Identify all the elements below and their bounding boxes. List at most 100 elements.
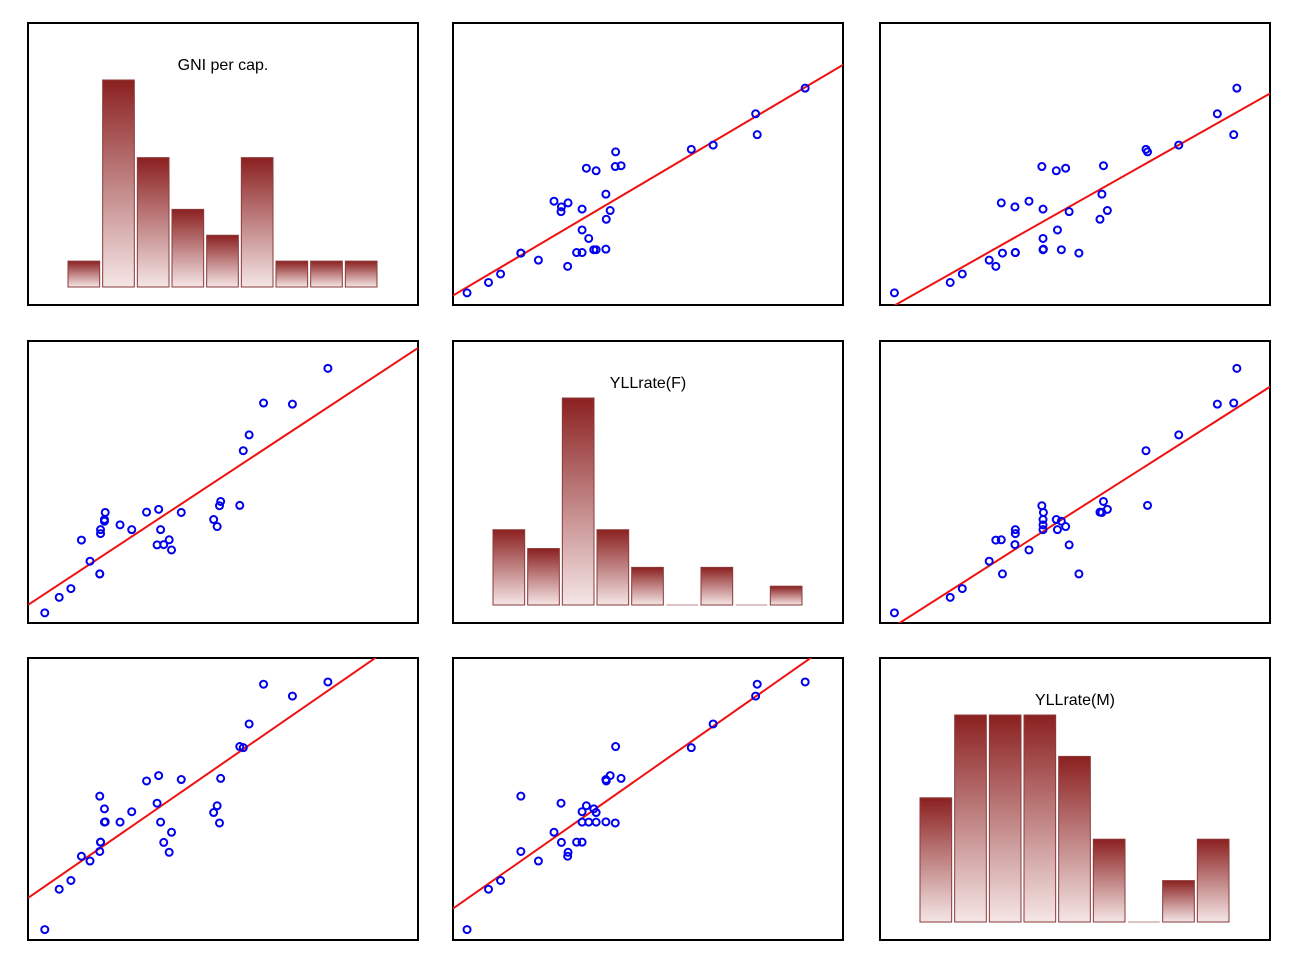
scatter-point <box>601 244 611 254</box>
scatter-point <box>1102 206 1112 216</box>
panel-r2-c0 <box>27 657 419 941</box>
scatter-point <box>686 743 696 753</box>
scatter-point <box>462 925 472 935</box>
scatter-point <box>997 569 1007 579</box>
regression-line <box>453 658 813 910</box>
scatter-point <box>238 743 248 753</box>
scatter-point <box>563 851 573 861</box>
scatter-point <box>800 677 810 687</box>
scatter-point <box>1010 525 1020 535</box>
scatter-point <box>752 130 762 140</box>
scatter-point <box>1056 245 1066 255</box>
scatter-point <box>164 535 174 545</box>
scatter-point <box>1038 233 1048 243</box>
regression-line <box>897 385 1270 623</box>
scatter-point <box>1232 83 1242 93</box>
scatter-point <box>216 773 226 783</box>
scatter-point <box>516 846 526 856</box>
scatter-point <box>1074 248 1084 258</box>
scatter-point <box>945 277 955 287</box>
scatter-point <box>209 808 219 818</box>
hist-bar <box>67 260 101 288</box>
scatter-point <box>591 166 601 176</box>
scatter-point <box>572 248 582 258</box>
panel-r2-c1 <box>452 657 844 941</box>
scatter-point <box>66 584 76 594</box>
hist-bar <box>919 797 953 923</box>
scatter-point <box>40 925 50 935</box>
scatter-point <box>323 677 333 687</box>
scatter-point <box>244 430 254 440</box>
scatter-point <box>601 189 611 199</box>
scatter-point <box>1229 398 1239 408</box>
scatter-point <box>216 496 226 506</box>
panel-frame <box>27 340 419 624</box>
panel-r0-c1 <box>452 22 844 306</box>
scatter-point <box>1064 207 1074 217</box>
scatter-point <box>605 206 615 216</box>
scatter-point <box>76 535 86 545</box>
hist-bar <box>769 585 803 606</box>
scatter-point <box>1061 163 1071 173</box>
scatter-point <box>708 140 718 150</box>
hist-bar <box>171 208 205 288</box>
scatter-point <box>115 520 125 530</box>
scatter-point <box>577 248 587 258</box>
hist-bar <box>102 79 135 288</box>
panel-frame <box>452 22 844 306</box>
scatter-point <box>1141 446 1151 456</box>
hist-bar <box>1162 880 1195 923</box>
scatter-point <box>96 529 106 539</box>
scatter-point <box>991 261 1001 271</box>
scatter-point <box>1212 399 1222 409</box>
scatter-point <box>957 269 967 279</box>
scatter-point <box>1037 162 1047 172</box>
scatter-point <box>1010 529 1020 539</box>
scatter-point <box>572 837 582 847</box>
scatter-point <box>563 847 573 857</box>
hist-bar <box>631 566 664 606</box>
scatter-point <box>95 846 105 856</box>
panel-r1-c2 <box>879 340 1271 624</box>
regression-line <box>453 64 843 297</box>
scatter-point <box>1061 522 1071 532</box>
hist-bar <box>596 529 630 606</box>
scatter-point <box>115 817 125 827</box>
scatter-point <box>516 791 526 801</box>
scatter-point <box>945 592 955 602</box>
scatter-point <box>214 818 224 828</box>
scatter-point <box>610 162 620 172</box>
hist-bar <box>1023 714 1057 923</box>
scatter-point <box>212 801 222 811</box>
panel-title-yllrate-f: YLLrate(F) <box>610 375 686 392</box>
scatter-point <box>1174 140 1184 150</box>
scatter-point <box>209 515 219 525</box>
scatter-point <box>516 248 526 258</box>
scatter-point <box>1064 540 1074 550</box>
scatter-point <box>127 807 137 817</box>
scatter-point <box>616 161 626 171</box>
scatter-point <box>984 255 994 265</box>
scatter-point <box>167 827 177 837</box>
scatter-point <box>577 204 587 214</box>
scatter-point <box>1232 363 1242 373</box>
scatter-point <box>1097 507 1107 517</box>
panel-frame <box>452 657 844 941</box>
hist-bar <box>206 234 239 288</box>
scatter-point <box>556 202 566 212</box>
scatter-point <box>1038 244 1048 254</box>
scatter-point <box>212 522 222 532</box>
panel-title-gni-per-cap: GNI per cap. <box>178 57 269 74</box>
scatter-point <box>800 83 810 93</box>
scatter-point <box>40 608 50 618</box>
scatter-point <box>556 837 566 847</box>
scatter-point <box>85 856 95 866</box>
scatter-point <box>244 719 254 729</box>
scatter-point <box>1074 569 1084 579</box>
panel-title-yllrate-m: YLLrate(M) <box>1035 692 1115 709</box>
scatter-point <box>1095 214 1105 224</box>
scatter-point <box>85 556 95 566</box>
scatter-point <box>142 507 152 517</box>
scatter-point <box>581 801 591 811</box>
